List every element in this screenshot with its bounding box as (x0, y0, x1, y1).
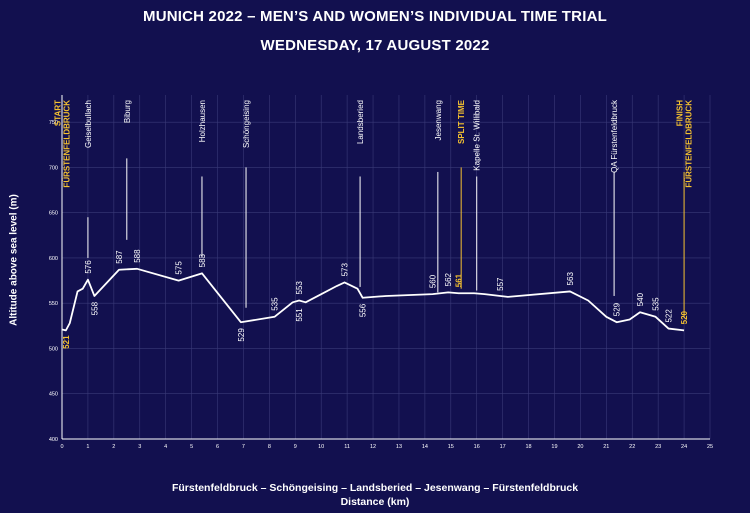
y-axis-label: Altitude above sea level (m) (8, 194, 20, 326)
data-label: 576 (84, 260, 93, 274)
x-tick-label: 14 (422, 444, 428, 450)
marker-label: Kapelle St. Willibald (473, 100, 482, 171)
series (61, 267, 685, 332)
x-tick-label: 0 (60, 444, 63, 450)
data-label: 561 (455, 273, 464, 287)
marker-label: Jesenwang (434, 100, 443, 140)
y-tick-label: 750 (49, 120, 58, 126)
y-tick-label: 550 (49, 301, 58, 307)
marker-label-group: START FÜRSTENFELDBRUCK (54, 100, 72, 188)
y-tick-label: 450 (49, 392, 58, 398)
x-tick-label: 5 (190, 444, 193, 450)
data-label: 562 (444, 272, 453, 286)
x-tick-label: 11 (344, 444, 350, 450)
x-tick-label: 15 (448, 444, 454, 450)
x-tick-label: 16 (474, 444, 480, 450)
data-label: 521 (62, 335, 71, 349)
marker-label: Biburg (123, 100, 132, 123)
x-tick-label: 12 (370, 444, 376, 450)
marker-label-group: Schöngeising (242, 100, 251, 148)
data-label: 551 (295, 308, 304, 322)
data-label: 575 (175, 261, 184, 275)
marker-label: FÜRSTENFELDBRUCK (685, 100, 694, 188)
x-tick-label: 10 (318, 444, 324, 450)
marker-label-group: Kapelle St. Willibald (473, 100, 482, 171)
x-tick-label: 1 (86, 444, 89, 450)
location-markers: START FÜRSTENFELDBRUCK Geiselbullach Biburg… (54, 99, 694, 317)
marker-label: Schöngeising (242, 100, 251, 148)
data-label: 563 (566, 272, 575, 286)
x-tick-label: 22 (629, 444, 635, 450)
x-tick-label: 25 (707, 444, 713, 450)
marker-label: SPLIT TIME (457, 99, 466, 144)
marker-label-group: Geiselbullach (84, 100, 93, 148)
data-label: 535 (271, 297, 280, 311)
data-label: 560 (429, 274, 438, 288)
x-tick-label: 17 (500, 444, 506, 450)
marker-label-group: Landsberied (356, 100, 365, 144)
y-tick-label: 700 (49, 165, 58, 171)
marker-label: FINISH (676, 100, 685, 126)
marker-label: Landsberied (356, 100, 365, 144)
x-tick-label: 6 (216, 444, 219, 450)
y-tick-label: 500 (49, 346, 58, 352)
marker-label-group: Biburg (123, 100, 132, 123)
x-tick-label: 8 (268, 444, 271, 450)
x-axis-label: Distance (km) (340, 496, 410, 508)
data-label: 573 (341, 262, 350, 276)
x-tick-label: 3 (138, 444, 141, 450)
x-tick-label: 23 (655, 444, 661, 450)
data-label: 587 (115, 250, 124, 264)
x-tick-label: 13 (396, 444, 402, 450)
marker-label-group: QA Fürstenfeldbruck (610, 99, 619, 173)
chart-subtitle: WEDNESDAY, 17 AUGUST 2022 (260, 37, 490, 54)
data-label: 535 (652, 297, 661, 311)
data-label: 529 (613, 302, 622, 316)
marker-label-group: FINISH FÜRSTENFELDBRUCK (676, 100, 694, 188)
marker-label: QA Fürstenfeldbruck (610, 99, 619, 173)
x-tick-label: 9 (294, 444, 297, 450)
data-label: 556 (359, 303, 368, 317)
x-tick-label: 21 (603, 444, 609, 450)
y-tick-label: 400 (49, 437, 58, 443)
y-tick-label: 600 (49, 256, 58, 262)
axes: 0 1 2 3 4 5 6 7 8 9 10 11 12 13 14 15 16 17 18 19 20 21 22 23 24… (49, 95, 713, 450)
data-label: 553 (295, 281, 304, 295)
x-tick-label: 7 (242, 444, 245, 450)
data-label: 583 (198, 253, 207, 267)
chart-title: MUNICH 2022 – MEN’S AND WOMEN’S INDIVIDU… (143, 8, 607, 25)
marker-label: FÜRSTENFELDBRUCK (63, 100, 72, 188)
marker-label: Geiselbullach (84, 100, 93, 148)
data-label: 522 (665, 309, 674, 323)
data-label: 558 (90, 301, 99, 315)
marker-label: START (54, 100, 63, 126)
data-labels: 521 576 558 587 588 575 583 529 535 553 551 573 556 5… (62, 249, 689, 349)
y-tick-label: 650 (49, 211, 58, 217)
x-tick-label: 20 (577, 444, 583, 450)
marker-label-group: SPLIT TIME (457, 99, 466, 144)
data-label: 588 (133, 249, 142, 263)
marker-label-group: Jesenwang (434, 100, 443, 140)
data-label: 529 (237, 328, 246, 342)
elevation-line (61, 267, 685, 332)
x-tick-label: 2 (112, 444, 115, 450)
data-label: 557 (496, 277, 505, 291)
marker-label-group: Holzhausen (198, 100, 207, 142)
x-tick-label: 18 (525, 444, 531, 450)
x-tick-label: 4 (164, 444, 167, 450)
data-label: 520 (680, 310, 689, 324)
data-label: 540 (636, 292, 645, 306)
x-tick-label: 24 (681, 444, 687, 450)
route-text: Fürstenfeldbruck – Schöngeising – Landsb… (171, 482, 579, 494)
x-tick-label: 19 (551, 444, 557, 450)
marker-label: Holzhausen (198, 100, 207, 142)
